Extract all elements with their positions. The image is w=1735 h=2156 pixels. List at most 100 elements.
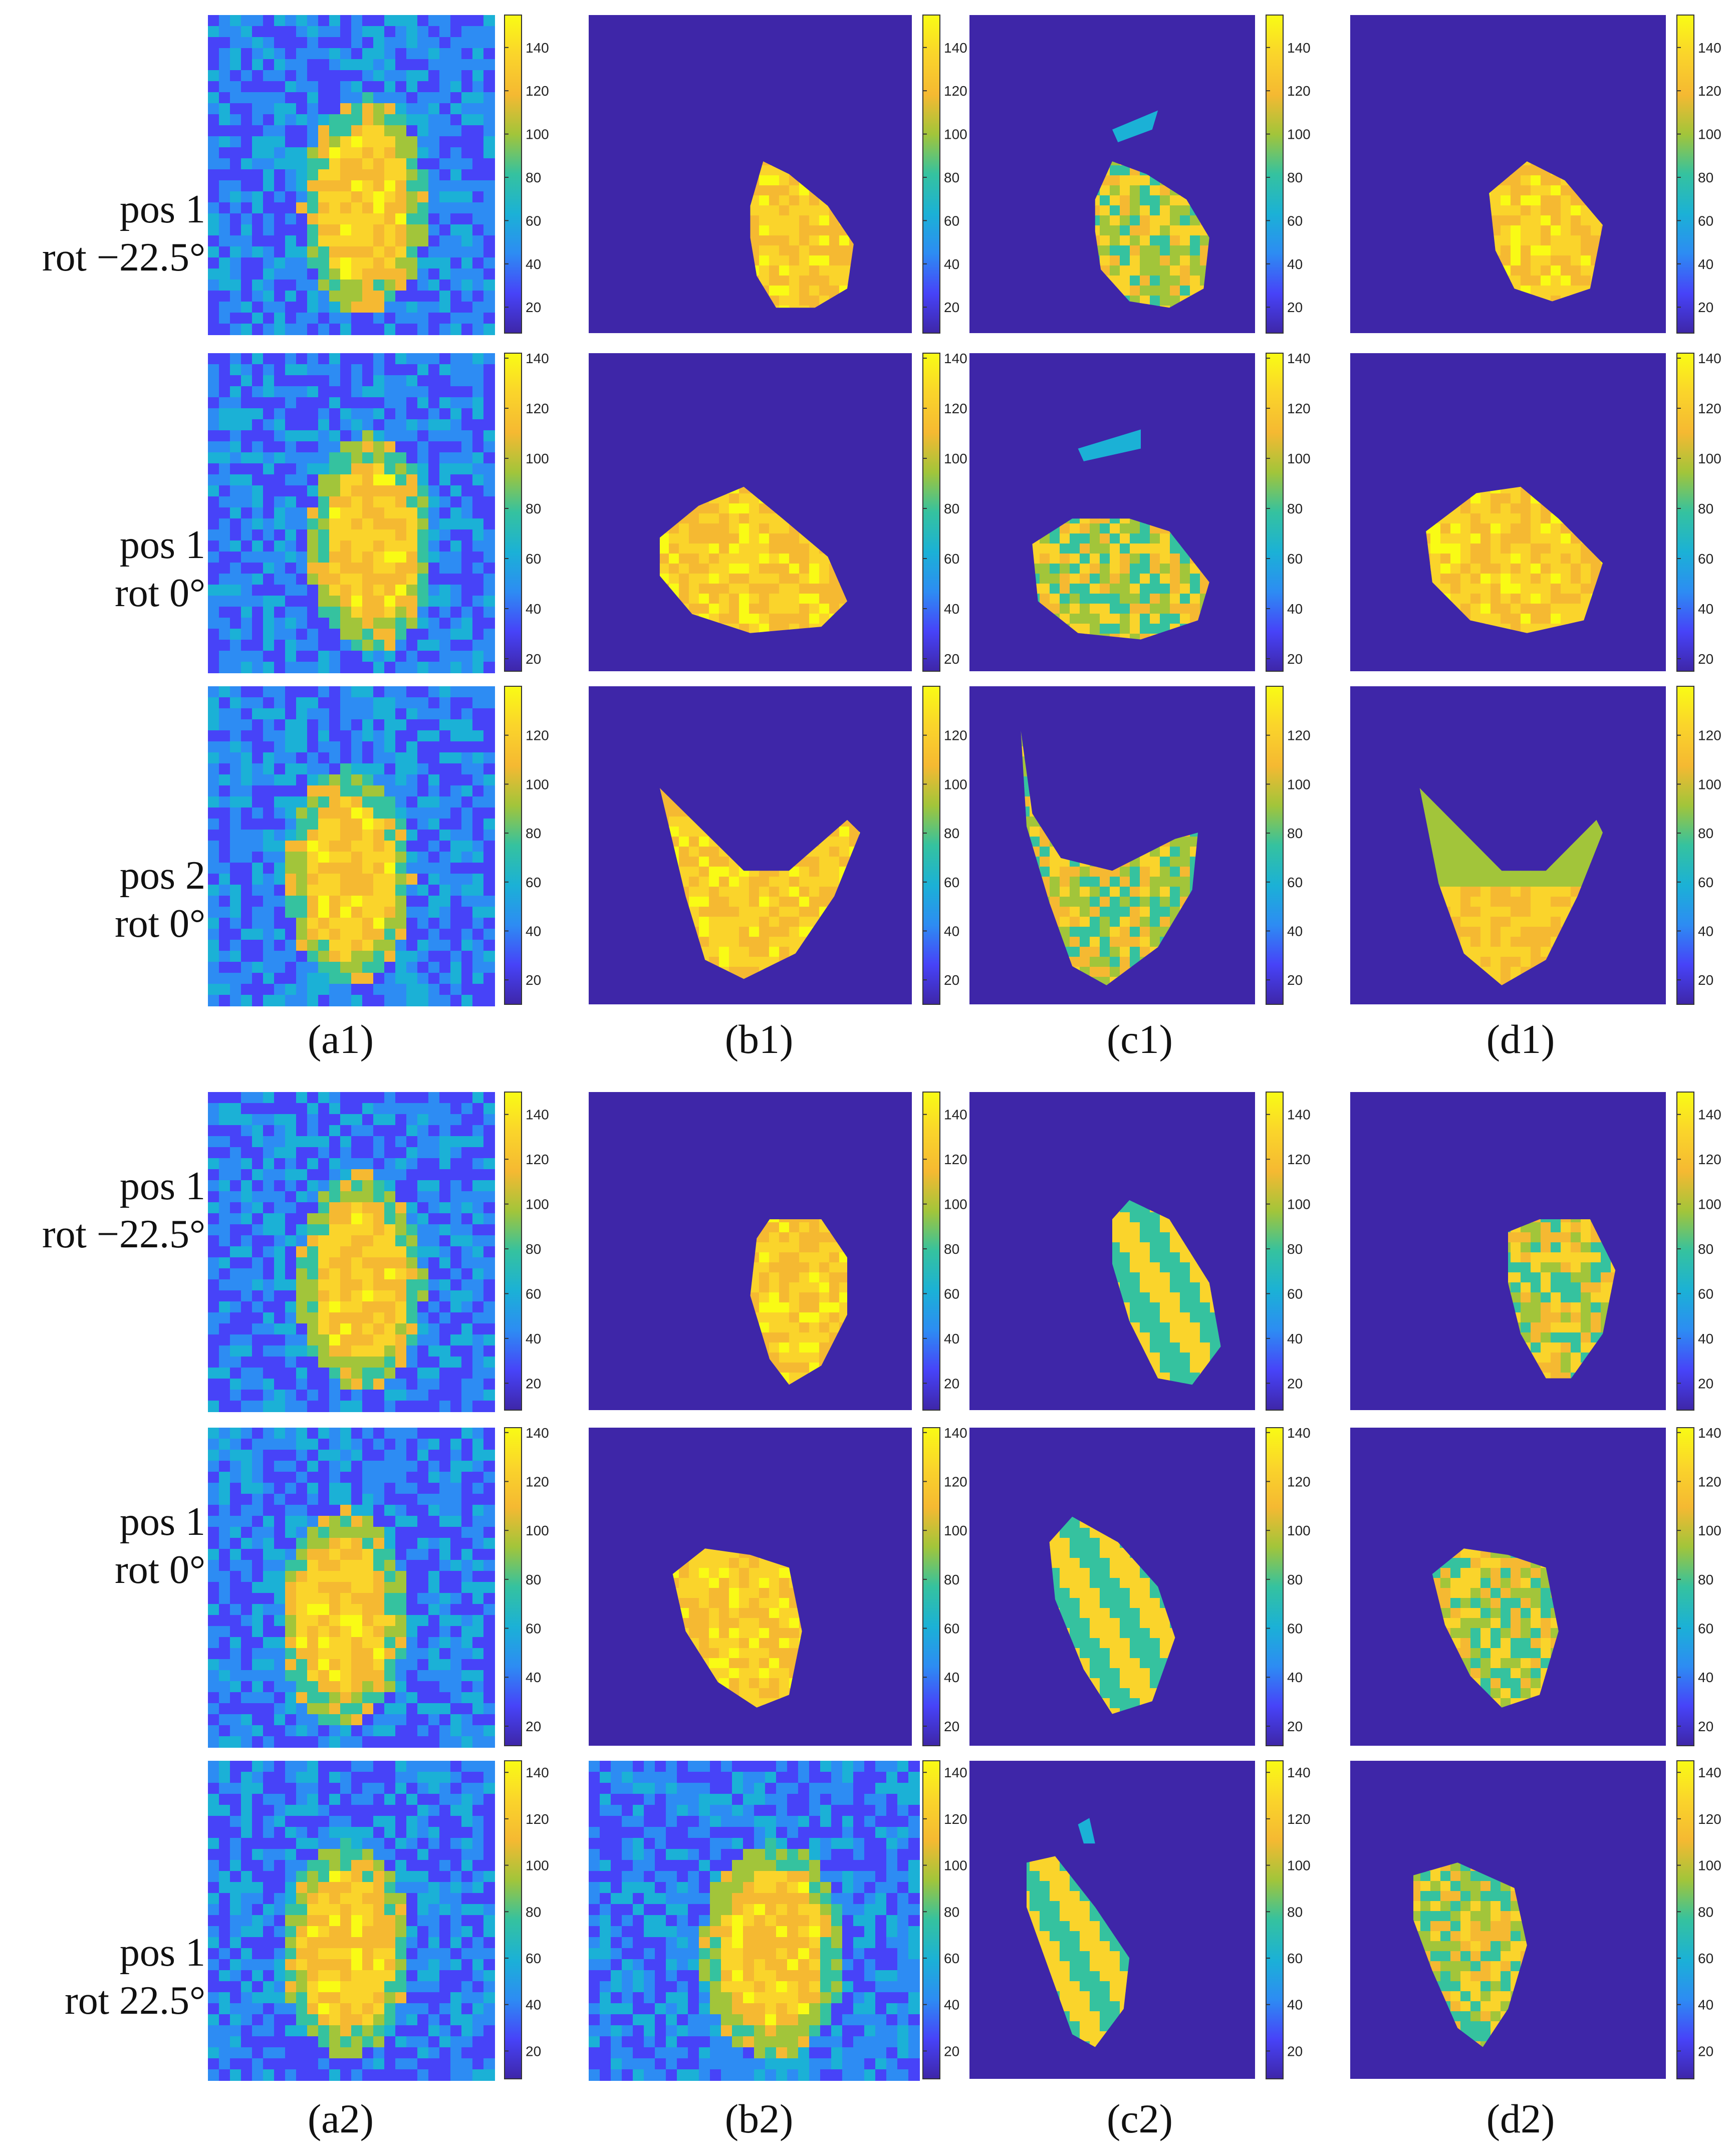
colorbar-tick-label: 60 xyxy=(1287,1621,1303,1637)
colorbar-tick-label: 80 xyxy=(944,1241,959,1257)
caption-d2: (d2) xyxy=(1420,2096,1621,2141)
panel-a2-row2: 140 120 100 80 60 40 20 xyxy=(208,1425,559,1748)
colorbar-tick-label: 120 xyxy=(944,1152,967,1167)
colorbar xyxy=(1266,15,1284,334)
thermal-image xyxy=(208,353,495,673)
mask-background xyxy=(589,15,912,333)
panel-image: 140 120 100 80 60 40 20 xyxy=(1350,1092,1721,1411)
colorbar-tick-label: 140 xyxy=(1698,351,1721,366)
colorbar-tick-label: 120 xyxy=(1698,728,1721,743)
colorbar-tick-label: 140 xyxy=(1287,351,1311,366)
colorbar-tick-label: 60 xyxy=(1698,213,1713,228)
colorbar-tick-label: 20 xyxy=(1698,2043,1713,2059)
colorbar-tick-label: 60 xyxy=(944,1286,959,1301)
caption-d1: (d1) xyxy=(1420,1017,1621,1062)
colorbar-tick-label: 20 xyxy=(944,972,959,988)
colorbar-tick-label: 120 xyxy=(526,728,549,743)
colorbar-tick-label: 120 xyxy=(526,1811,549,1827)
thermal-image xyxy=(208,1761,495,2081)
colorbar-tick-label: 140 xyxy=(944,40,967,56)
colorbar-tick-label: 60 xyxy=(944,551,959,567)
panel-b1-row2: 140 120 100 80 60 40 20 xyxy=(589,351,977,672)
panel-image: 140 120 100 80 60 40 20 xyxy=(208,1760,549,2081)
colorbar-tick-label: 40 xyxy=(944,1331,959,1346)
colorbar-tick-label: 80 xyxy=(526,1904,541,1920)
panel-image: 140 120 100 80 60 40 20 xyxy=(589,1092,967,1411)
colorbar-tick-label: 20 xyxy=(1698,651,1713,667)
colorbar-tick-label: 80 xyxy=(1698,1572,1713,1587)
colorbar-tick-label: 60 xyxy=(944,1621,959,1637)
row-label-g2-r1: pos 1 rot −22.5° xyxy=(5,1162,205,1258)
row-label-g2-r3: pos 1 rot 22.5° xyxy=(5,1929,205,2025)
colorbar-tick-label: 60 xyxy=(1287,875,1303,890)
colorbar xyxy=(504,15,522,334)
colorbar-tick-label: 120 xyxy=(1287,83,1311,99)
colorbar-tick-label: 100 xyxy=(944,127,967,142)
colorbar-tick-label: 100 xyxy=(526,1523,549,1538)
colorbar-tick-label: 120 xyxy=(1698,1811,1721,1827)
colorbar-tick-label: 60 xyxy=(526,213,541,228)
colorbar xyxy=(1266,1427,1284,1746)
colorbar-tick-label: 140 xyxy=(1698,1107,1721,1123)
panel-image: 140 120 100 80 60 40 20 xyxy=(969,1425,1311,1746)
colorbar-tick-label: 60 xyxy=(1287,1286,1303,1301)
colorbar-tick-label: 80 xyxy=(944,826,959,841)
colorbar-tick-label: 60 xyxy=(526,551,541,567)
panel-d2-row1: 140 120 100 80 60 40 20 xyxy=(1350,1092,1731,1411)
colorbar-tick-label: 140 xyxy=(526,351,549,366)
colorbar-tick-label: 20 xyxy=(526,2043,541,2059)
colorbar-tick-label: 40 xyxy=(1287,923,1303,939)
panel-d1-row3: 120 100 80 60 40 20 xyxy=(1350,686,1731,1005)
colorbar-tick-label: 100 xyxy=(1698,127,1721,142)
panel-a2-row3: 140 120 100 80 60 40 20 xyxy=(208,1760,559,2081)
colorbar-tick-label: 80 xyxy=(1287,1572,1303,1587)
colorbar xyxy=(922,686,940,1005)
colorbar-tick-label: 120 xyxy=(1698,1474,1721,1489)
colorbar-tick-label: 80 xyxy=(1287,170,1303,185)
panel-image: 140 120 100 80 60 40 20 xyxy=(969,351,1311,672)
colorbar-tick-label: 60 xyxy=(1287,213,1303,228)
panel-c1-row3: 120 100 80 60 40 20 xyxy=(969,686,1320,1005)
colorbar xyxy=(922,353,940,672)
panel-c1-row1: 140 120 100 80 60 40 20 xyxy=(969,15,1320,334)
colorbar-tick-label: 120 xyxy=(1287,1811,1311,1827)
colorbar-tick-label: 60 xyxy=(526,1286,541,1301)
caption-c1: (c1) xyxy=(1040,1017,1240,1062)
colorbar-tick-label: 100 xyxy=(526,1197,549,1212)
colorbar-tick-label: 120 xyxy=(944,1474,967,1489)
colorbar-tick-label: 80 xyxy=(944,170,959,185)
colorbar-tick-label: 80 xyxy=(1698,1904,1713,1920)
colorbar xyxy=(1676,353,1694,672)
panel-image: 140 120 100 80 60 40 20 xyxy=(969,1760,1311,2079)
colorbar-tick-label: 80 xyxy=(1698,170,1713,185)
colorbar-tick-label: 40 xyxy=(1287,601,1303,617)
colorbar-tick-label: 120 xyxy=(1287,1474,1311,1489)
colorbar-tick-label: 100 xyxy=(1287,1197,1311,1212)
colorbar xyxy=(1266,686,1284,1005)
colorbar-tick-label: 40 xyxy=(1698,601,1713,617)
colorbar-tick-label: 20 xyxy=(526,1376,541,1391)
colorbar-tick-label: 40 xyxy=(1698,1997,1713,2013)
colorbar-tick-label: 40 xyxy=(526,1670,541,1685)
colorbar-tick-label: 120 xyxy=(526,1152,549,1167)
colorbar-tick-label: 80 xyxy=(1287,501,1303,516)
colorbar-tick-label: 100 xyxy=(526,127,549,142)
colorbar-tick-label: 40 xyxy=(1698,1331,1713,1346)
colorbar-tick-label: 140 xyxy=(1287,1107,1311,1123)
colorbar-tick-label: 100 xyxy=(1287,127,1311,142)
colorbar-tick-label: 60 xyxy=(944,875,959,890)
colorbar-tick-label: 80 xyxy=(1287,1241,1303,1257)
panel-image: 140 120 100 80 60 40 20 xyxy=(208,1092,549,1412)
colorbar-tick-label: 40 xyxy=(944,1997,959,2013)
colorbar-tick-label: 40 xyxy=(1287,1997,1303,2013)
colorbar-tick-label: 20 xyxy=(1287,300,1303,315)
colorbar-tick-label: 120 xyxy=(1287,1152,1311,1167)
caption-a2: (a2) xyxy=(240,2096,441,2141)
colorbar-tick-label: 120 xyxy=(944,83,967,99)
colorbar-tick-label: 140 xyxy=(944,351,967,366)
colorbar xyxy=(504,686,522,1005)
panel-image: 140 120 100 80 60 40 20 xyxy=(589,1760,967,2081)
thermal-image xyxy=(208,1092,495,1412)
mask-background xyxy=(969,1761,1255,2079)
